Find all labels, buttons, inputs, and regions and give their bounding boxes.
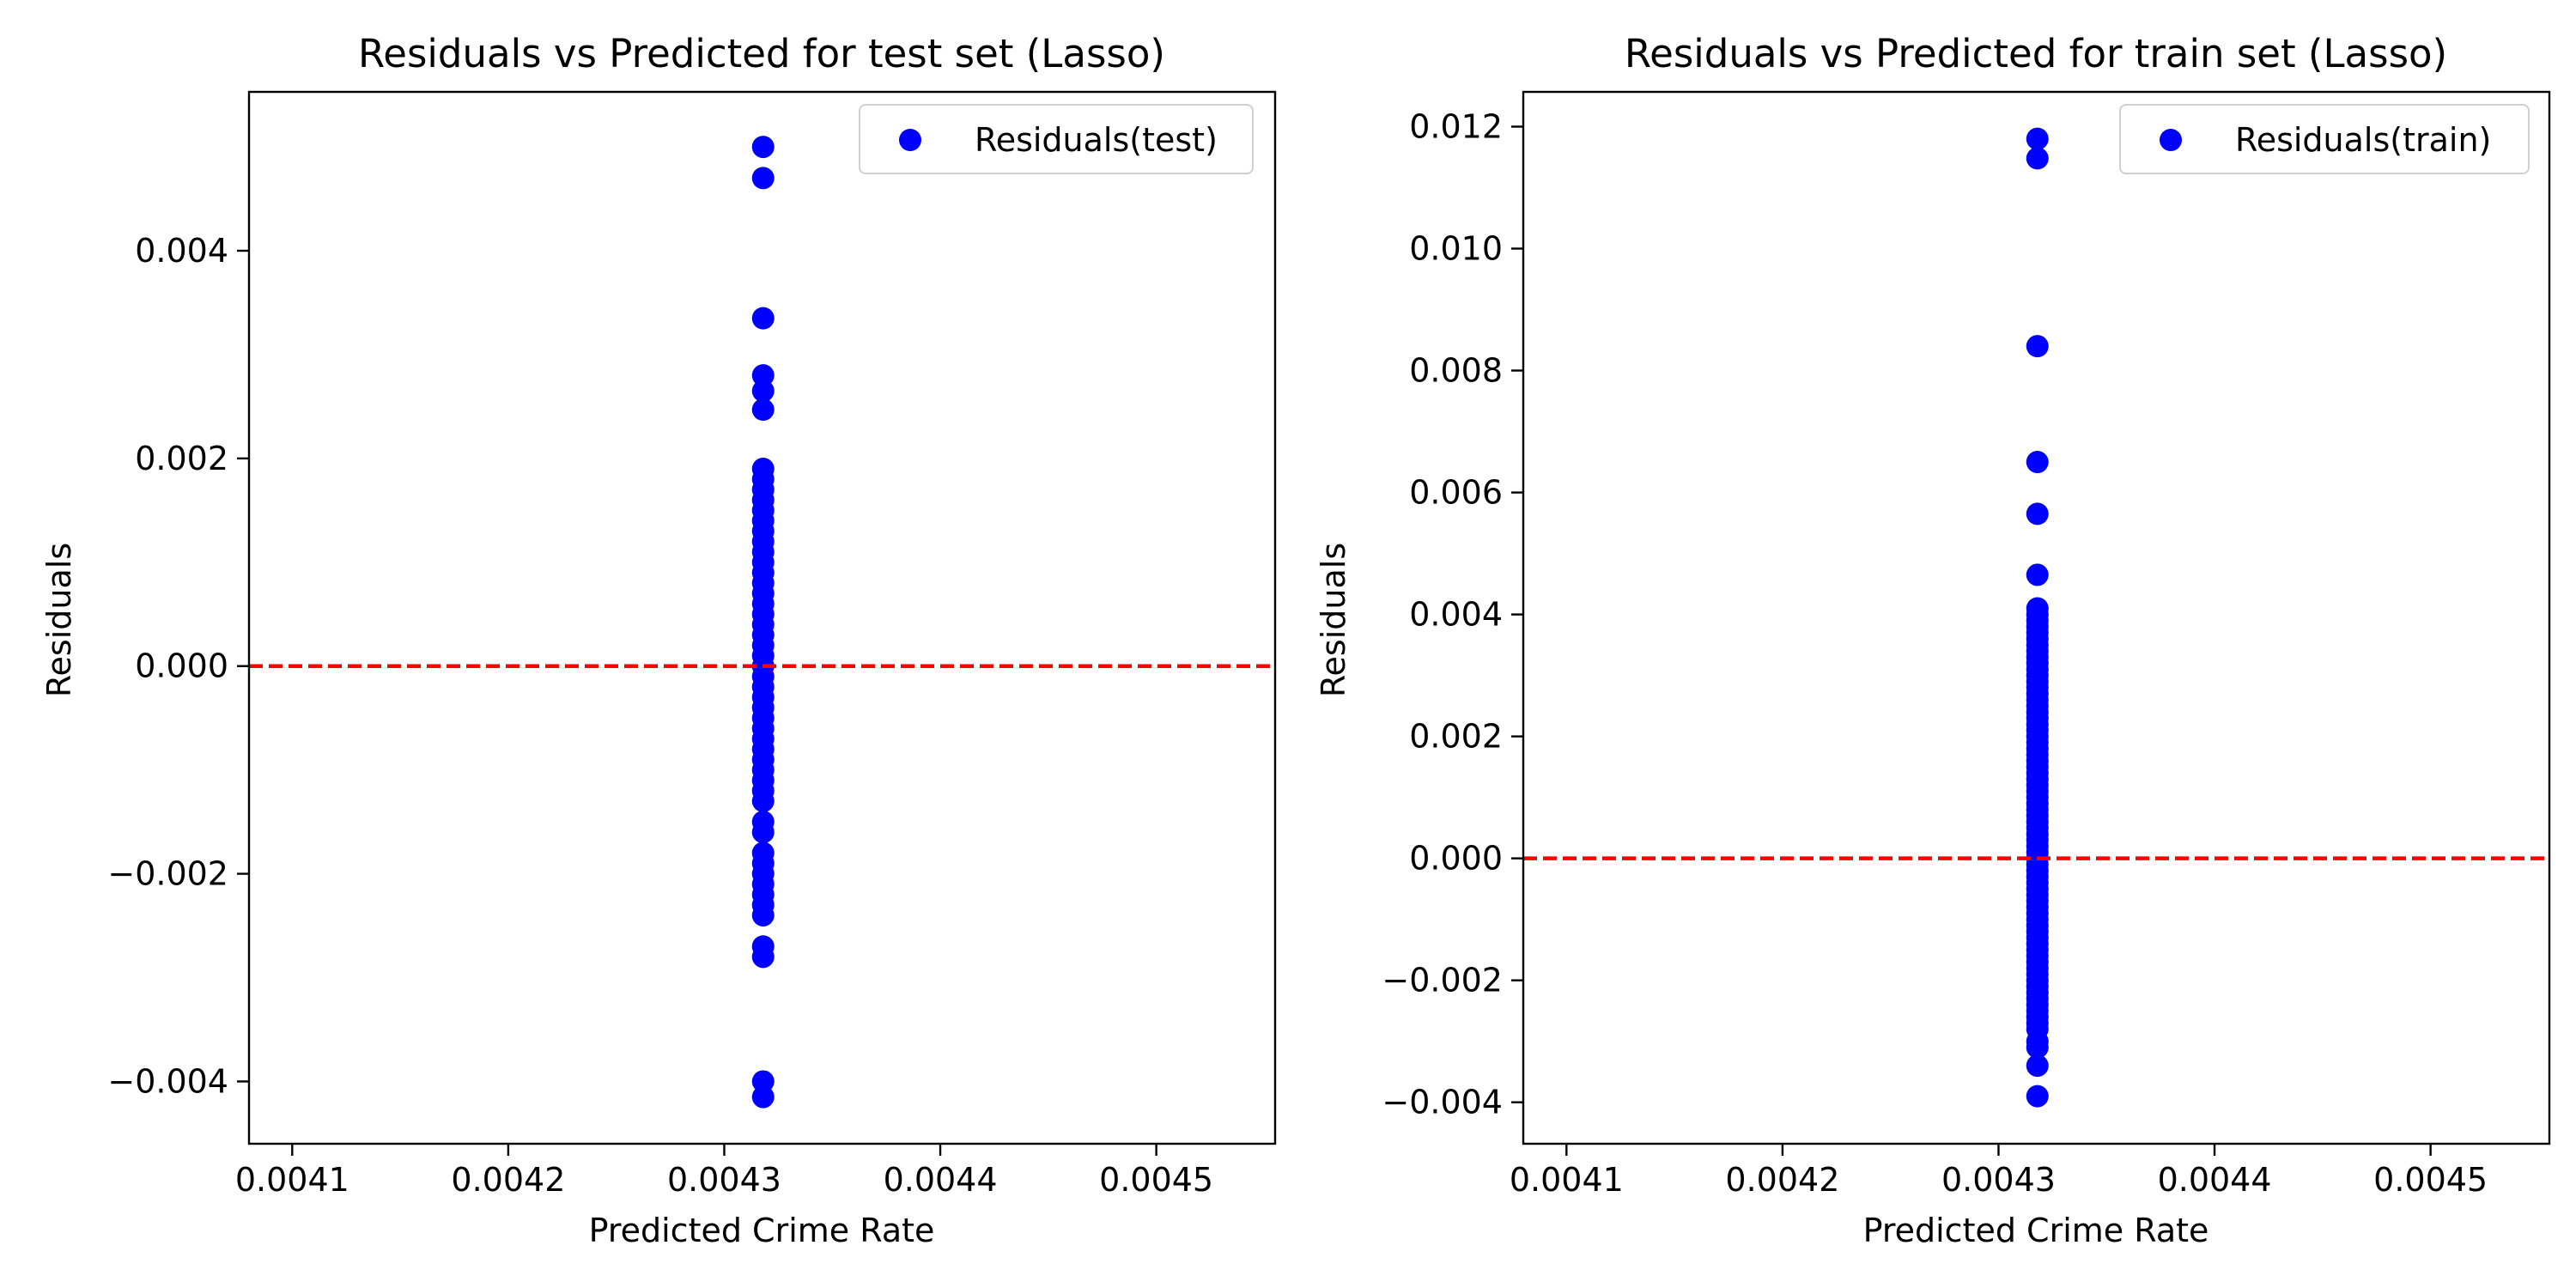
y-tick-label: 0.006 [1409, 474, 1503, 512]
data-point [751, 307, 775, 330]
y-tick-label: 0.010 [1409, 230, 1503, 268]
legend-box [2119, 104, 2530, 174]
y-axis-ticks: −0.004 −0.002 0.000 0.002 0.004 0.006 0.008 0.0… [1382, 107, 1523, 1121]
y-tick-label: 0.000 [1409, 840, 1503, 878]
data-points [751, 136, 775, 1109]
data-point [751, 945, 775, 969]
y-tick-label: 0.004 [135, 232, 228, 270]
plot-frame [247, 90, 1277, 1145]
data-point [2026, 127, 2049, 150]
legend: Residuals(test) [859, 104, 1254, 174]
legend-marker [2160, 129, 2182, 151]
y-axis-label: Residuals [1315, 543, 1352, 697]
y-tick-label: −0.004 [1382, 1084, 1503, 1121]
chart-title: Residuals vs Predicted for test set (Las… [358, 31, 1165, 76]
x-tick-label: 0.0041 [235, 1161, 349, 1199]
x-tick-label: 0.0045 [1099, 1161, 1213, 1199]
data-point [751, 364, 775, 387]
data-point [2026, 1054, 2049, 1078]
data-point [751, 903, 775, 927]
y-tick-label: 0.012 [1409, 107, 1503, 145]
x-tick-label: 0.0043 [667, 1161, 781, 1199]
y-axis-ticks: −0.004 −0.002 0.000 0.002 0.004 [107, 232, 249, 1100]
y-tick-label: −0.004 [107, 1062, 228, 1100]
data-points [2026, 127, 2049, 1108]
train-residuals-chart: Residuals vs Predicted for train set (La… [1315, 31, 2551, 1249]
legend-marker [899, 129, 921, 151]
y-tick-label: 0.000 [135, 647, 228, 685]
data-point [751, 789, 775, 812]
y-axis-label: Residuals [40, 543, 78, 697]
y-tick-label: −0.002 [1382, 962, 1503, 999]
x-axis-ticks: 0.0041 0.0042 0.0043 0.0044 0.0045 [1510, 1144, 2488, 1199]
y-tick-label: −0.002 [107, 855, 228, 893]
data-point [751, 380, 775, 403]
data-point [751, 398, 775, 422]
y-tick-label: 0.002 [135, 440, 228, 477]
x-tick-label: 0.0044 [2158, 1161, 2272, 1199]
data-point [751, 136, 775, 159]
x-tick-label: 0.0044 [884, 1161, 998, 1199]
y-tick-label: 0.004 [1409, 596, 1503, 634]
data-point [2026, 563, 2049, 586]
legend-box [859, 104, 1254, 174]
legend: Residuals(train) [2119, 104, 2530, 174]
x-tick-label: 0.0041 [1510, 1161, 1624, 1199]
chart-title: Residuals vs Predicted for train set (La… [1625, 31, 2447, 76]
x-axis-label: Predicted Crime Rate [1863, 1212, 2209, 1249]
data-point [751, 821, 775, 844]
x-tick-label: 0.0042 [451, 1161, 565, 1199]
data-point [751, 1070, 775, 1093]
x-tick-label: 0.0045 [2373, 1161, 2488, 1199]
data-point [2026, 451, 2049, 474]
data-point [2026, 335, 2049, 358]
test-residuals-chart: Residuals vs Predicted for test set (Las… [40, 31, 1277, 1249]
x-tick-label: 0.0042 [1725, 1161, 1839, 1199]
plot-frame [1522, 90, 2551, 1145]
x-axis-ticks: 0.0041 0.0042 0.0043 0.0044 0.0045 [235, 1144, 1213, 1199]
x-axis-label: Predicted Crime Rate [589, 1212, 935, 1249]
data-point [751, 1085, 775, 1109]
data-point [2026, 1084, 2049, 1108]
data-point [2026, 147, 2049, 170]
data-point [751, 167, 775, 190]
x-tick-label: 0.0043 [1941, 1161, 2056, 1199]
y-tick-label: 0.002 [1409, 718, 1503, 756]
legend-label: Residuals(test) [975, 121, 1218, 159]
data-point [2026, 502, 2049, 526]
legend-label: Residuals(train) [2235, 121, 2491, 159]
data-point [2026, 1036, 2049, 1059]
y-tick-label: 0.008 [1409, 352, 1503, 390]
